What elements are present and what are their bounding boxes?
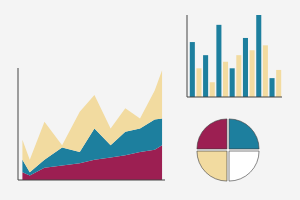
bar [236,55,241,97]
bar [190,42,195,97]
bar [230,68,235,97]
bar [276,70,281,97]
pie-slice [229,151,259,181]
bar [263,45,268,97]
x-axis [187,97,282,98]
bar [203,55,208,97]
bar [243,38,248,97]
bar [256,15,261,97]
bar [270,78,275,97]
pie-slice [197,151,227,181]
bar [250,50,255,97]
bar [223,62,228,97]
area-group [22,70,162,180]
pie-slice [229,119,259,149]
area-series [22,70,162,172]
x-axis [18,180,165,181]
bar [216,25,221,97]
y-axis [187,15,188,97]
y-axis [18,68,19,180]
bar-group [190,15,281,97]
bar [210,82,215,97]
bar [196,68,201,97]
pie-slice [197,119,227,149]
canvas [0,0,300,200]
background [0,0,300,200]
